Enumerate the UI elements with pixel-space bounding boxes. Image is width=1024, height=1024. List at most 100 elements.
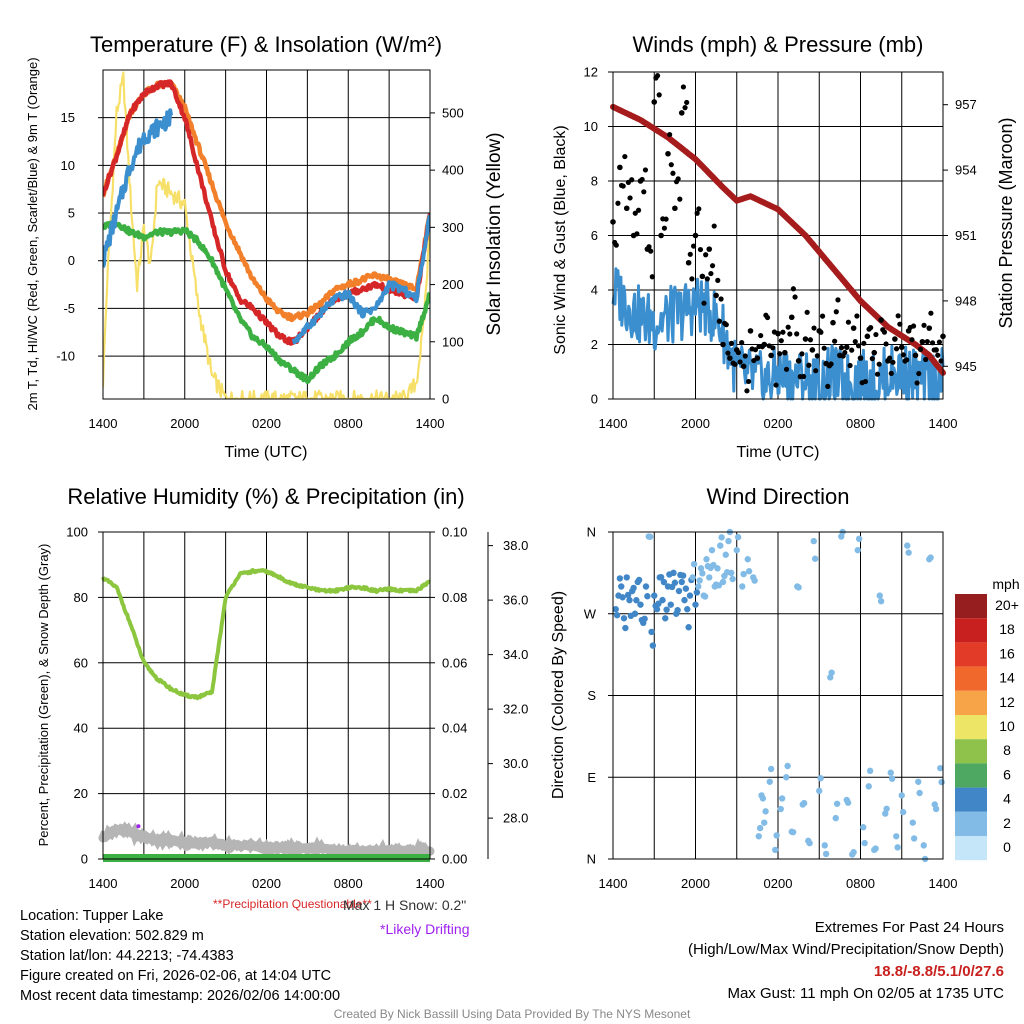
y-tick-label: 4: [591, 283, 598, 298]
direction-point: [810, 537, 817, 545]
gust-point: [778, 338, 784, 344]
direction-tick-label: N: [587, 852, 596, 867]
gust-point: [649, 274, 655, 280]
direction-point: [631, 610, 639, 617]
x-tick-label: 2000: [681, 416, 710, 431]
gust-point: [641, 189, 647, 195]
gust-point: [871, 349, 878, 356]
gust-point: [613, 242, 619, 248]
direction-point: [905, 549, 912, 556]
direction-point: [635, 576, 643, 584]
gust-point: [842, 349, 848, 356]
gust-point: [852, 338, 858, 345]
direction-point: [684, 606, 691, 613]
direction-point: [745, 568, 753, 575]
direction-ylabel: Direction (Colored By Speed): [550, 591, 567, 799]
direction-point: [613, 612, 621, 619]
gust-point: [694, 210, 700, 216]
direction-point: [667, 601, 674, 608]
gust-point: [864, 333, 871, 340]
direction-point: [686, 592, 694, 599]
winds-panel: Winds (mph) & Pressure (mb) 1400 2000 0200…: [552, 32, 1016, 461]
y-tick-label: 0: [591, 392, 598, 407]
x-tick-label: 2000: [170, 416, 199, 431]
y-tick-label: 5: [68, 206, 75, 221]
direction-point: [620, 615, 628, 622]
pressure-line: [610, 103, 946, 376]
gust-point: [709, 263, 716, 269]
recent-timestamp: Most recent data timestamp: 2026/02/06 1…: [20, 988, 341, 1004]
gust-point: [790, 286, 797, 292]
gust-point: [745, 378, 752, 385]
direction-point: [733, 546, 740, 554]
gust-point: [850, 325, 857, 331]
direction-point: [916, 789, 923, 797]
direction-point: [695, 583, 702, 590]
gust-point: [830, 319, 836, 326]
direction-point: [729, 575, 736, 583]
legend-label: 0: [1003, 839, 1011, 855]
legend-swatch: [955, 763, 987, 788]
gust-point: [677, 196, 683, 202]
extremes-gust: Max Gust: 11 mph On 02/05 at 1735 UTC: [727, 985, 1004, 1002]
gust-point: [854, 313, 860, 319]
direction-point: [877, 598, 885, 605]
gust-point: [642, 167, 649, 173]
direction-point: [832, 814, 839, 822]
gust-point: [687, 251, 693, 257]
direction-point: [932, 805, 940, 813]
direction-point: [663, 606, 670, 613]
gust-point: [639, 176, 645, 183]
gust-point: [658, 232, 664, 239]
gust-point: [792, 294, 798, 300]
direction-point: [649, 642, 657, 649]
direction-point: [728, 569, 735, 577]
direction-point: [660, 578, 668, 586]
gust-point: [825, 383, 831, 389]
gust-point: [926, 325, 933, 331]
legend-swatch: [955, 715, 987, 740]
gust-point: [744, 388, 750, 394]
direction-point: [772, 846, 779, 854]
y-tick-label: 40: [74, 721, 88, 736]
direction-point: [909, 819, 916, 826]
direction-point: [828, 669, 835, 676]
y-tick-label: 8: [591, 174, 598, 189]
gust-point: [675, 176, 681, 182]
gust-point: [921, 322, 927, 328]
gust-point: [811, 325, 817, 331]
x-tick-label: 1400: [416, 416, 445, 431]
snow-depth-line: [98, 821, 435, 862]
gust-point: [809, 347, 816, 353]
y-tick-label: 0: [68, 253, 75, 268]
direction-tick-label: E: [587, 770, 596, 785]
x-tick-label: 2000: [681, 876, 710, 891]
gust-point: [752, 347, 759, 353]
direction-point: [795, 584, 802, 591]
y-tick-label: -10: [56, 349, 75, 364]
gust-point: [764, 314, 771, 321]
legend-swatch: [955, 836, 987, 861]
gust-point: [692, 232, 699, 239]
direction-point: [872, 845, 879, 852]
direction-point: [697, 565, 705, 572]
humidity-ylabel: Percent, Precipitation (Green), & Snow D…: [36, 544, 51, 847]
gust-point: [785, 324, 791, 330]
gust-point: [869, 356, 875, 362]
gust-point: [703, 252, 709, 258]
direction-point: [938, 778, 945, 786]
direction-tick-label: N: [587, 525, 596, 540]
direction-point: [915, 778, 922, 785]
legend-swatch: [955, 739, 987, 764]
y-tick-label: 10: [584, 119, 598, 134]
gust-point: [646, 244, 652, 250]
direction-point: [706, 574, 713, 581]
gust-point: [916, 370, 922, 377]
insolation-tick-label: 200: [442, 277, 464, 292]
gust-point: [835, 297, 841, 303]
gust-point: [678, 110, 685, 116]
direction-point: [714, 565, 721, 572]
direction-point: [744, 556, 751, 563]
direction-point: [690, 560, 698, 568]
legend-label: 4: [1003, 791, 1011, 807]
